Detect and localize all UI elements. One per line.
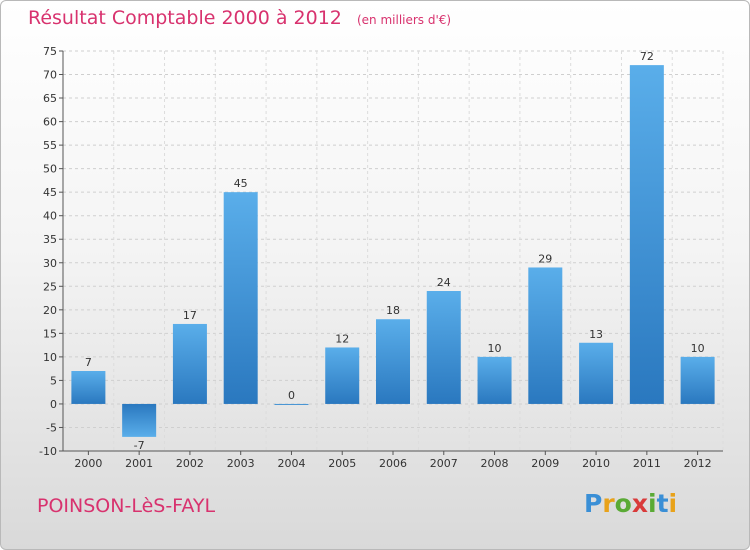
chart-title: Résultat Comptable 2000 à 2012 — [28, 7, 342, 29]
logo-letter: i — [648, 489, 657, 518]
x-tick-label: 2011 — [633, 457, 661, 470]
bar — [325, 347, 360, 404]
bar — [579, 342, 614, 404]
y-tick-label: 50 — [43, 163, 57, 176]
logo-letter: x — [631, 489, 648, 518]
data-label: 24 — [437, 276, 451, 289]
x-tick-label: 2003 — [227, 457, 255, 470]
bar — [172, 323, 207, 404]
logo-letter: o — [614, 489, 632, 518]
y-tick-label: 20 — [43, 304, 57, 317]
y-tick-label: 40 — [43, 210, 57, 223]
y-tick-label: 65 — [43, 92, 57, 105]
bar — [376, 319, 410, 404]
data-label: 29 — [538, 252, 552, 265]
y-tick-label: 45 — [43, 186, 57, 199]
commune-name: POINSON-LèS-FAYL — [37, 495, 216, 517]
x-tick-label: 2010 — [582, 457, 610, 470]
y-tick-label: 25 — [43, 280, 57, 293]
x-tick-label: 2005 — [328, 457, 356, 470]
logo-letter: i — [668, 489, 678, 518]
y-tick-label: 30 — [43, 257, 57, 270]
y-tick-label: 35 — [43, 233, 57, 246]
y-tick-label: 10 — [43, 351, 57, 364]
data-label: -7 — [134, 439, 145, 452]
x-tick-label: 2012 — [684, 457, 712, 470]
logo-letter: t — [656, 489, 669, 518]
bar — [426, 291, 461, 404]
data-label: 45 — [234, 177, 248, 190]
bar — [477, 356, 512, 404]
x-tick-label: 2004 — [277, 457, 305, 470]
proxiti-logo: Proxiti — [584, 489, 677, 518]
y-tick-label: 15 — [43, 327, 57, 340]
y-tick-label: 0 — [50, 398, 57, 411]
bar — [122, 403, 157, 437]
x-tick-label: 2007 — [430, 457, 458, 470]
x-tick-label: 2006 — [379, 457, 407, 470]
y-tick-label: 70 — [43, 69, 57, 82]
bar — [680, 356, 715, 404]
x-tick-label: 2002 — [176, 457, 204, 470]
data-label: 13 — [589, 328, 603, 341]
logo-letter: P — [584, 489, 603, 518]
x-tick-label: 2008 — [481, 457, 509, 470]
logo-letter: r — [602, 489, 615, 518]
data-label: 10 — [691, 342, 705, 355]
x-tick-label: 2000 — [74, 457, 102, 470]
bar — [274, 403, 309, 405]
chart-title-block: Résultat Comptable 2000 à 2012 (en milli… — [28, 7, 451, 29]
bar — [629, 65, 664, 404]
data-label: 10 — [488, 342, 502, 355]
data-label: 12 — [335, 332, 349, 345]
bar — [223, 192, 258, 404]
bar — [528, 267, 563, 404]
y-tick-label: -5 — [46, 421, 57, 434]
y-tick-label: 60 — [43, 116, 57, 129]
data-label: 0 — [288, 389, 295, 402]
x-tick-label: 2009 — [531, 457, 559, 470]
y-tick-label: 5 — [50, 374, 57, 387]
chart-subtitle: (en milliers d'€) — [356, 13, 452, 27]
data-label: 72 — [640, 50, 654, 63]
y-tick-label: 75 — [43, 45, 57, 58]
y-tick-label: -10 — [39, 445, 57, 458]
x-tick-label: 2001 — [125, 457, 153, 470]
data-label: 17 — [183, 309, 197, 322]
y-tick-label: 55 — [43, 139, 57, 152]
data-label: 7 — [85, 356, 92, 369]
data-label: 18 — [386, 304, 400, 317]
bar — [71, 371, 106, 404]
